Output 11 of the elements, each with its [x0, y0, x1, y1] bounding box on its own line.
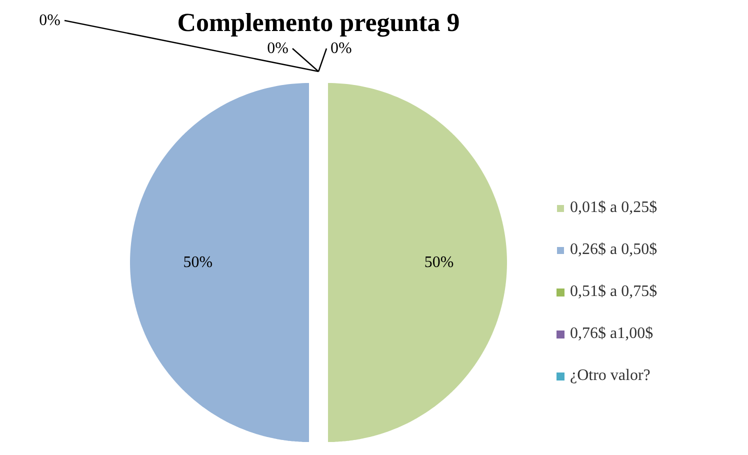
text: 0% [39, 12, 60, 29]
chart-title: Complemento pregunta 9 [177, 8, 460, 37]
text: 0% [267, 40, 288, 57]
legend-label: 0,76$ a1,00$ [570, 325, 654, 343]
text: 0% [330, 40, 352, 57]
data-label: 50% [424, 254, 454, 271]
data-label: 50% [183, 254, 213, 271]
legend-label: 0,01$ a 0,25$ [570, 199, 658, 217]
legend-label: 0,26$ a 0,50$ [570, 241, 658, 259]
legend-label: ¿Otro valor? [570, 367, 650, 385]
legend-label: 0,51$ a 0,75$ [570, 283, 658, 301]
